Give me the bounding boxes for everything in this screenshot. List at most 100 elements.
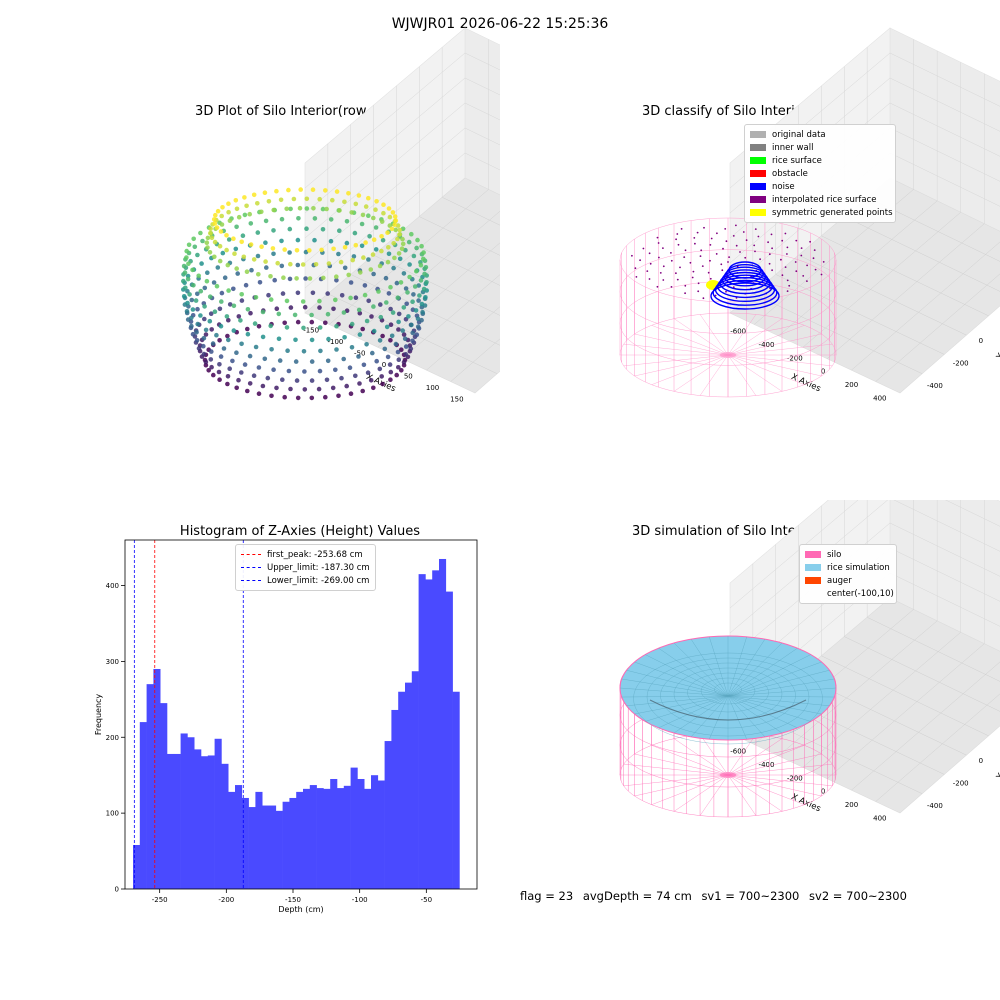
- p2-interp-point: [781, 274, 784, 277]
- p1-point: [251, 257, 257, 262]
- p1-point: [304, 196, 310, 202]
- p1-point: [325, 311, 331, 317]
- p4-surface-mesh: [727, 687, 837, 697]
- p1-point: [383, 275, 389, 281]
- p1-point: [256, 365, 262, 370]
- p4-silo-spoke: [673, 774, 729, 812]
- p1-point: [330, 197, 335, 203]
- p2-interp-point: [771, 269, 773, 272]
- p1-point: [336, 251, 341, 257]
- legend-item: inner wall: [750, 141, 890, 154]
- p1-point: [184, 248, 189, 254]
- p2-interp-point: [739, 251, 741, 253]
- p4-surface-mesh: [727, 695, 798, 728]
- p1-point: [202, 285, 208, 291]
- p1-point: [253, 295, 259, 300]
- p1-point: [406, 314, 411, 319]
- p1-point: [205, 270, 210, 276]
- p4-silo-spoke: [699, 734, 729, 776]
- p4-surface-mesh: [727, 648, 798, 697]
- histogram-bar: [398, 691, 406, 889]
- p1-point: [328, 238, 334, 244]
- p2-silo-spoke: [699, 314, 729, 356]
- p2-interp-point: [725, 290, 727, 293]
- depth-histogram: -250 -200 -150 -100 -50 0 100 200 300 400 Depth (c…: [94, 539, 478, 914]
- p2-silo-spoke: [651, 325, 729, 356]
- p1-point: [242, 362, 248, 367]
- p4-silo-spoke: [727, 763, 833, 776]
- p4-surface-mesh: [634, 695, 729, 715]
- p2-interp-point: [786, 290, 789, 292]
- p1-x-tick: 100: [426, 384, 439, 392]
- p2-interp-point: [656, 285, 659, 288]
- p1-point: [220, 250, 226, 256]
- legend-item: original data: [750, 128, 890, 141]
- histogram-bar: [391, 709, 399, 889]
- p1-point: [248, 242, 254, 247]
- p1-point: [217, 258, 223, 264]
- p1-point: [348, 280, 354, 285]
- p1-point: [344, 383, 350, 389]
- legend-item: noise: [750, 180, 890, 193]
- histogram-bar: [160, 703, 168, 889]
- p4-surface-mesh: [727, 678, 835, 697]
- p2-interp-point: [707, 271, 710, 274]
- p2-interp-point: [786, 253, 788, 255]
- histogram-bar: [269, 805, 277, 889]
- p2-silo-spoke: [673, 354, 729, 392]
- legend-line: [241, 554, 261, 555]
- p1-point: [399, 246, 405, 251]
- p1-point: [245, 307, 251, 312]
- p1-point: [276, 336, 282, 342]
- p1-point: [293, 337, 298, 343]
- p4-surface-mesh: [727, 642, 783, 697]
- histogram-bar: [303, 788, 311, 889]
- p1-grid: [353, 210, 500, 337]
- p1-point: [292, 312, 298, 318]
- p1-point: [385, 230, 390, 235]
- p2-y-tick: -400: [927, 382, 943, 390]
- p1-point: [307, 276, 313, 281]
- p1-point: [201, 351, 207, 357]
- p1-point: [247, 211, 252, 217]
- p1-point: [331, 246, 336, 252]
- p1-point: [360, 326, 366, 332]
- p1-point: [205, 235, 211, 241]
- p2-interp-point: [794, 261, 797, 263]
- p1-point: [348, 295, 353, 301]
- p2-grid: [798, 254, 967, 336]
- p1-point: [217, 338, 222, 343]
- p2-grid: [889, 127, 1000, 182]
- p1-point: [251, 373, 257, 379]
- p1-point: [393, 218, 399, 223]
- p1-point: [222, 275, 228, 281]
- p1-point: [353, 373, 358, 379]
- p2-interp-point: [802, 275, 805, 277]
- p1-point: [349, 321, 355, 327]
- p1-point: [415, 316, 421, 322]
- p1-point: [388, 338, 393, 343]
- p1-point: [403, 286, 409, 291]
- classify-legend: original data inner wall rice surface obsta…: [744, 124, 896, 223]
- p1-point: [317, 298, 322, 304]
- histogram-bar: [439, 558, 447, 889]
- p1-point: [396, 365, 401, 370]
- p4-surface-mesh: [727, 695, 822, 715]
- p2-interp-point: [692, 270, 695, 273]
- p1-point: [360, 212, 366, 218]
- p2-interp-point: [697, 290, 700, 293]
- p2-interp-point: [800, 254, 803, 257]
- p4-grid: [826, 643, 985, 779]
- p1-point: [334, 278, 339, 283]
- histogram-bar: [411, 671, 419, 889]
- histogram-bar: [377, 780, 385, 889]
- p1-point: [282, 394, 288, 400]
- p1-point: [275, 260, 281, 266]
- histogram-bar: [180, 733, 188, 889]
- p1-point: [233, 198, 239, 203]
- p2-silo-spoke: [699, 354, 729, 396]
- histogram-legend: first_peak: -253.68 cm Upper_limit: -187.…: [235, 544, 376, 591]
- p4-y-tick: 0: [979, 757, 983, 765]
- p1-point: [395, 295, 401, 301]
- p1-point: [274, 306, 280, 312]
